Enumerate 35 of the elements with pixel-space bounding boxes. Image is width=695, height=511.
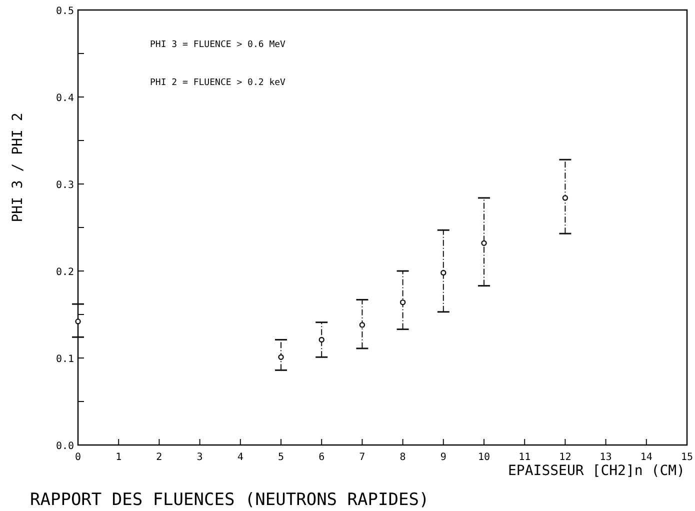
x-tick-label: 8 [400, 452, 406, 463]
y-tick-label: 0.5 [56, 6, 74, 17]
x-tick-label: 12 [559, 452, 572, 463]
x-tick-label: 15 [680, 452, 694, 463]
text: RAPPORT DES FLUENCES (NEUTRONS RAPIDES) [30, 490, 430, 510]
x-tick-label: 1 [116, 452, 122, 463]
x-tick-label: 6 [318, 452, 325, 463]
point [481, 240, 487, 246]
x-tick-label: 10 [478, 452, 490, 463]
x-tick-label: 14 [640, 452, 652, 463]
x-tick-label: 4 [237, 452, 244, 463]
annotation: PHI 3 = FLUENCE > 0.6 MeV [150, 40, 286, 50]
x-tick-label: 2 [156, 452, 162, 463]
x-tick-label: 5 [278, 452, 284, 463]
y-axis-title: PHI 3 / PHI 2 [10, 112, 26, 222]
point [75, 318, 81, 324]
x-tick-label: 11 [518, 452, 531, 463]
point [318, 336, 324, 343]
x-tick-label: 0 [74, 452, 82, 463]
point [400, 299, 406, 306]
x-tick-label: 13 [600, 452, 612, 463]
point [562, 195, 568, 201]
x-tick-label: 7 [359, 452, 366, 463]
y-tick-label: 0.4 [56, 93, 74, 104]
annotation: PHI 2 = FLUENCE > 0.2 keV [150, 78, 286, 88]
x-tick-label: 3 [196, 452, 203, 463]
x-tick-label: 9 [440, 452, 446, 463]
x-axis-title: EPAISSEUR [CH2]n (CM) [508, 463, 685, 479]
point [440, 270, 446, 276]
point [278, 354, 284, 360]
point [359, 322, 366, 328]
y-tick-label: 0.2 [56, 267, 74, 278]
y-tick-label: 0.0 [56, 441, 74, 452]
y-tick-label: 0.3 [56, 180, 74, 191]
y-tick-label: 0.1 [56, 354, 74, 365]
